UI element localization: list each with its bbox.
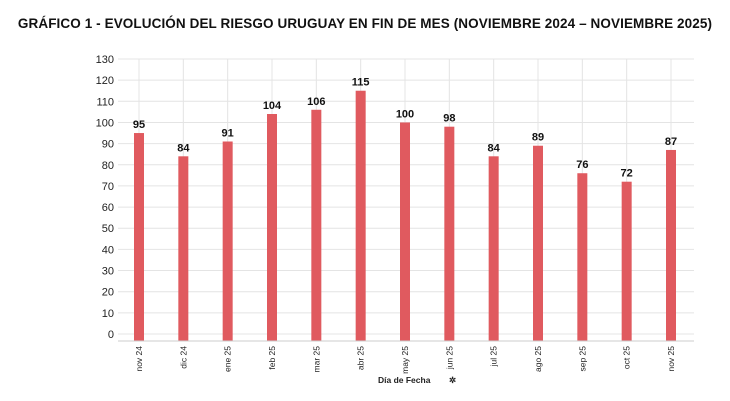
bar xyxy=(444,126,455,341)
bars xyxy=(134,90,676,342)
x-tick-label: jun 25 xyxy=(444,346,454,370)
data-label: 100 xyxy=(396,108,414,120)
y-tick-label: 80 xyxy=(102,160,114,172)
y-tick-label: 30 xyxy=(102,266,114,278)
y-tick-label: 10 xyxy=(102,308,114,320)
data-label: 91 xyxy=(222,128,234,140)
data-label: 89 xyxy=(532,132,544,144)
x-tick-label: oct 25 xyxy=(622,346,632,369)
data-label: 104 xyxy=(263,100,282,112)
y-axis: 0 10 20 30 40 50 60 70 80 90 100 110 120 130 xyxy=(96,54,114,341)
data-labels: 95 84 91 104 106 115 100 98 84 89 76 72 87 xyxy=(133,77,677,180)
bar xyxy=(400,122,410,341)
x-tick-label: dic 24 xyxy=(178,346,188,369)
data-label: 98 xyxy=(443,113,455,125)
x-tick-label: feb 25 xyxy=(267,346,277,370)
bar xyxy=(355,90,366,341)
bar xyxy=(311,109,322,342)
bar xyxy=(577,173,588,341)
x-tick-label: abr 25 xyxy=(356,346,366,370)
pin-icon: ✲ xyxy=(449,375,457,385)
data-label: 84 xyxy=(488,142,501,154)
x-tick-label: nov 25 xyxy=(666,346,676,372)
x-tick-label: sep 25 xyxy=(577,346,587,372)
x-tick-label: ago 25 xyxy=(533,346,543,372)
bar xyxy=(267,114,277,341)
x-axis: nov 24 dic 24 ene 25 feb 25 mar 25 abr 25 may … xyxy=(134,346,676,374)
bar xyxy=(533,145,543,341)
bar xyxy=(666,149,676,341)
y-tick-label: 40 xyxy=(102,244,114,256)
bar xyxy=(134,133,144,341)
chart-title: GRÁFICO 1 - EVOLUCIÓN DEL RIESGO URUGUAY… xyxy=(17,16,713,31)
y-tick-label: 120 xyxy=(96,75,114,87)
data-label: 95 xyxy=(133,119,145,131)
data-label: 84 xyxy=(177,142,190,154)
bar xyxy=(222,141,233,341)
data-label: 115 xyxy=(352,77,370,89)
data-label: 72 xyxy=(621,168,633,180)
y-tick-label: 0 xyxy=(108,329,114,341)
bar xyxy=(178,156,189,341)
x-tick-label: nov 24 xyxy=(134,346,144,372)
bar xyxy=(488,156,499,341)
x-tick-label: ene 25 xyxy=(223,346,233,372)
y-tick-label: 90 xyxy=(102,139,114,151)
data-label: 106 xyxy=(307,96,325,108)
x-tick-label: may 25 xyxy=(400,346,410,374)
y-tick-label: 20 xyxy=(102,287,114,299)
y-tick-label: 130 xyxy=(96,54,114,66)
data-label: 76 xyxy=(576,159,588,171)
y-tick-label: 60 xyxy=(102,202,114,214)
x-axis-label: Día de Fecha xyxy=(378,375,431,385)
y-tick-label: 70 xyxy=(102,181,114,193)
x-tick-label: mar 25 xyxy=(311,346,321,373)
bar xyxy=(621,181,632,341)
y-tick-label: 50 xyxy=(102,223,114,235)
data-label: 87 xyxy=(665,136,677,148)
x-tick-label: jul 25 xyxy=(489,346,499,368)
y-tick-label: 100 xyxy=(96,117,114,129)
y-tick-label: 110 xyxy=(96,96,114,108)
